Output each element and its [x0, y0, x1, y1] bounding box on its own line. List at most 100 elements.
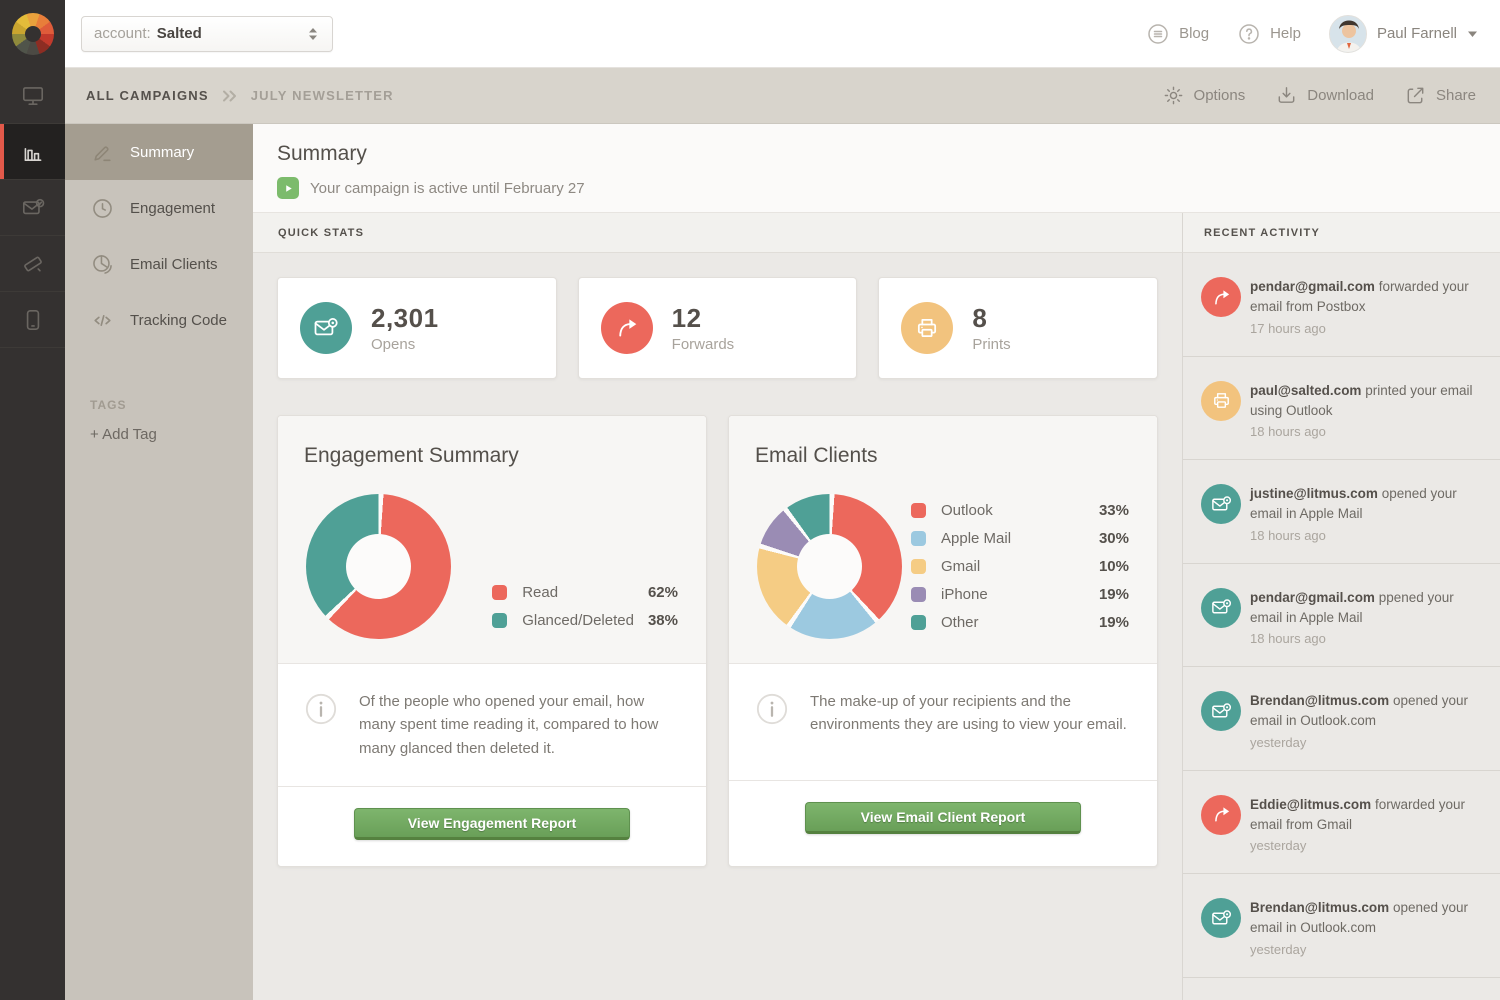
activity-email: paul@salted.com	[1250, 382, 1362, 398]
blog-icon	[1146, 22, 1170, 46]
legend-row: Other 19%	[911, 614, 1129, 631]
activity-email: pendar@gmail.com	[1250, 279, 1375, 294]
options-button[interactable]: Options	[1162, 84, 1246, 107]
download-button[interactable]: Download	[1275, 84, 1374, 107]
icon-rail	[0, 0, 65, 1000]
sidebar-item-tracking-code[interactable]: Tracking Code	[65, 292, 253, 348]
legend-row: Outlook 33%	[911, 502, 1129, 519]
add-tag-button[interactable]: + Add Tag	[90, 426, 157, 443]
help-link[interactable]: Help	[1237, 22, 1301, 46]
recent-activity-heading: RECENT ACTIVITY	[1182, 213, 1500, 253]
gear-icon	[1162, 84, 1185, 107]
legend-label: Apple Mail	[941, 530, 1012, 547]
avatar	[1328, 14, 1367, 53]
recent-activity-panel: pendar@gmail.com forwarded your email fr…	[1182, 253, 1500, 1000]
download-icon	[1275, 84, 1298, 107]
phone-icon	[20, 307, 46, 333]
legend-label: iPhone	[941, 586, 988, 603]
share-label: Share	[1435, 87, 1476, 104]
activity-time: 17 hours ago	[1250, 320, 1326, 336]
activity-item: Brendan@litmus.com opened your email in …	[1183, 978, 1500, 1000]
activity-action: opened your email in Outlook.com	[1250, 900, 1468, 936]
legend-swatch	[911, 559, 926, 574]
activity-time: yesterday	[1250, 941, 1307, 957]
activity-item: pendar@gmail.com ppened your email in Ap…	[1183, 564, 1500, 667]
envelope-open-icon	[1201, 898, 1241, 938]
blog-link[interactable]: Blog	[1146, 22, 1209, 46]
engagement-chart-title: Engagement Summary	[304, 444, 519, 467]
account-select[interactable]: account: Salted	[81, 15, 333, 52]
engagement-legend: Read 62% Glanced/Deleted 38%	[492, 584, 678, 629]
rail-item-previews[interactable]	[0, 68, 65, 124]
activity-time: 18 hours ago	[1250, 631, 1326, 646]
top-bar: account: Salted Blog Help Paul Farnell	[65, 0, 1500, 68]
activity-item: justine@litmus.com opened your email in …	[1183, 460, 1500, 564]
download-label: Download	[1307, 87, 1374, 104]
options-label: Options	[1193, 87, 1246, 104]
help-label: Help	[1270, 25, 1301, 42]
rail-item-mobile[interactable]	[0, 292, 65, 348]
engagement-donut-chart	[306, 494, 451, 639]
envelope-open-icon	[1201, 587, 1241, 628]
legend-row: Glanced/Deleted 38%	[492, 612, 678, 629]
sidebar-item-label: Summary	[130, 143, 195, 161]
account-select-label: account:	[94, 25, 151, 42]
legend-value: 30%	[1098, 530, 1129, 547]
tags-heading: TAGS	[90, 398, 127, 412]
activity-item: Eddie@litmus.com forwarded your email fr…	[1183, 771, 1500, 874]
stat-card-forwards: 12 Forwards	[577, 277, 858, 379]
info-icon	[304, 692, 338, 760]
user-menu[interactable]: Paul Farnell	[1328, 14, 1478, 53]
code-icon	[90, 308, 115, 333]
email-clients-legend: Outlook 33% Apple Mail 30% Gmail 10% iPhone 19%…	[911, 502, 1129, 631]
engagement-info-text: Of the people who opened your email, how…	[359, 693, 659, 757]
activity-email: justine@litmus.com	[1250, 486, 1378, 501]
account-select-value: Salted	[156, 25, 202, 42]
pie-chart-icon	[90, 252, 115, 277]
email-clients-donut-chart	[757, 494, 902, 639]
legend-row: Apple Mail 30%	[911, 530, 1129, 547]
legend-row: iPhone 19%	[911, 586, 1129, 603]
legend-row: Gmail 10%	[911, 558, 1129, 575]
view-engagement-report-button[interactable]: View Engagement Report	[354, 807, 630, 840]
sidebar-item-summary[interactable]: Summary	[65, 124, 253, 180]
sidebar-item-label: Engagement	[130, 199, 216, 217]
rail-item-builder[interactable]	[0, 236, 65, 292]
breadcrumb-all-campaigns[interactable]: ALL CAMPAIGNS	[86, 88, 209, 103]
report-sidebar: Summary Engagement Email Clients Trackin…	[65, 124, 253, 1000]
activity-item: Brendan@litmus.com opened your email in …	[1183, 874, 1500, 978]
rail-item-reports[interactable]	[0, 124, 65, 180]
chevron-down-icon	[1467, 30, 1478, 38]
sidebar-item-email-clients[interactable]: Email Clients	[65, 236, 253, 292]
legend-label: Read	[522, 584, 559, 601]
view-email-client-report-button[interactable]: View Email Client Report	[805, 802, 1081, 834]
page-title: Summary	[277, 142, 367, 165]
rail-item-spam-tests[interactable]	[0, 180, 65, 236]
help-icon	[1237, 22, 1261, 46]
campaign-status-text: Your campaign is active until February 2…	[310, 179, 585, 197]
activity-time: yesterday	[1250, 838, 1307, 853]
litmus-logo[interactable]	[0, 0, 65, 68]
prints-value: 8	[972, 303, 988, 333]
sidebar-item-engagement[interactable]: Engagement	[65, 180, 253, 236]
legend-swatch	[911, 587, 926, 602]
share-button[interactable]: Share	[1404, 84, 1476, 107]
legend-swatch	[911, 615, 926, 630]
stat-card-opens: 2,301 Opens	[277, 277, 557, 379]
email-clients-chart-title: Email Clients	[755, 444, 878, 467]
forward-icon	[1201, 794, 1241, 835]
highlighter-icon	[90, 140, 115, 165]
printer-icon	[1201, 380, 1241, 421]
legend-value: 19%	[1098, 614, 1129, 631]
breadcrumb: ALL CAMPAIGNS JULY NEWSLETTER	[65, 88, 394, 103]
activity-email: Eddie@litmus.com	[1250, 796, 1372, 812]
bar-chart-icon	[20, 139, 46, 165]
legend-swatch	[911, 503, 926, 518]
legend-row: Read 62%	[492, 584, 678, 601]
breadcrumb-current: JULY NEWSLETTER	[250, 88, 394, 103]
legend-swatch	[911, 531, 926, 546]
activity-action: forwarded your email from Gmail	[1250, 796, 1465, 832]
legend-swatch	[492, 613, 508, 628]
campaign-active-icon	[277, 177, 299, 199]
legend-value: 38%	[647, 612, 678, 629]
